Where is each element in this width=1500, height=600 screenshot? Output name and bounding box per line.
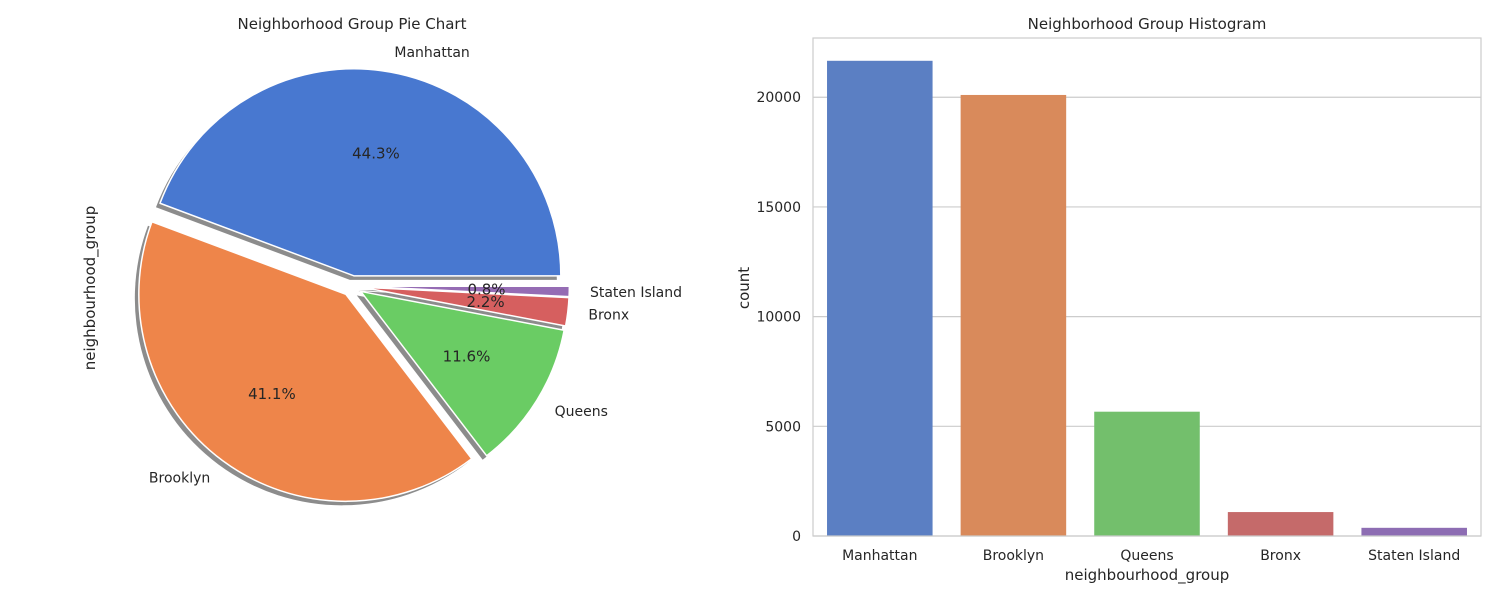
x-tick-label-brooklyn: Brooklyn bbox=[983, 548, 1044, 564]
pie-chart-title: Neighborhood Group Pie Chart bbox=[238, 15, 467, 33]
bar-chart-frame bbox=[812, 37, 1482, 537]
y-tick-label-15000: 15000 bbox=[756, 200, 801, 216]
y-tick-label-10000: 10000 bbox=[756, 310, 801, 326]
x-tick-label-manhattan: Manhattan bbox=[842, 548, 917, 564]
y-tick-label-5000: 5000 bbox=[765, 419, 801, 435]
pie-label-manhattan: Manhattan bbox=[394, 45, 469, 61]
pie-label-staten-island: Staten Island bbox=[590, 285, 682, 301]
pie-label-queens: Queens bbox=[555, 404, 608, 420]
bar-chart-panel: Neighborhood Group Histogram 0 5000 10000 1… bbox=[735, 15, 1482, 585]
bar-manhattan bbox=[827, 60, 933, 537]
y-tick-label-20000: 20000 bbox=[756, 90, 801, 106]
bar-chart-xlabel: neighbourhood_group bbox=[1065, 566, 1230, 585]
bar-chart-bars bbox=[827, 60, 1467, 537]
pie-slice-queens bbox=[360, 290, 565, 457]
pie-pct-brooklyn: 41.1% bbox=[248, 385, 296, 403]
pie-slice-brooklyn bbox=[138, 221, 473, 503]
pie-labels: Manhattan 44.3% Brooklyn 41.1% Queens 11.6% Br… bbox=[149, 45, 682, 487]
bar-chart-xticks: Manhattan Brooklyn Queens Bronx Staten Islan… bbox=[842, 548, 1460, 564]
bar-chart-yticks: 0 5000 10000 15000 20000 bbox=[756, 90, 801, 545]
bar-queens bbox=[1094, 411, 1200, 536]
pie-slice-staten-island bbox=[361, 285, 571, 298]
x-tick-label-bronx: Bronx bbox=[1260, 548, 1301, 564]
pie-slices bbox=[138, 68, 571, 503]
bar-staten-island bbox=[1361, 527, 1467, 536]
pie-chart-ylabel: neighbourhood_group bbox=[81, 206, 100, 371]
pie-pct-bronx: 2.2% bbox=[467, 293, 505, 311]
bar-brooklyn bbox=[960, 94, 1067, 536]
y-tick-label-0: 0 bbox=[792, 529, 801, 545]
pie-pct-manhattan: 44.3% bbox=[352, 145, 400, 163]
pie-label-brooklyn: Brooklyn bbox=[149, 470, 210, 486]
x-tick-label-staten-island: Staten Island bbox=[1368, 548, 1460, 564]
bar-chart-ylabel: count bbox=[735, 267, 753, 309]
pie-chart-panel: Neighborhood Group Pie Chart neighbourho… bbox=[81, 15, 682, 506]
bar-chart-title: Neighborhood Group Histogram bbox=[1028, 15, 1267, 33]
pie-slice-manhattan bbox=[159, 68, 562, 277]
pie-label-bronx: Bronx bbox=[588, 307, 629, 323]
pie-pct-staten-island: 0.8% bbox=[467, 280, 505, 298]
bar-bronx bbox=[1227, 512, 1334, 536]
pie-pct-queens: 11.6% bbox=[443, 348, 491, 366]
x-tick-label-queens: Queens bbox=[1120, 548, 1173, 564]
pie-slice-bronx bbox=[361, 286, 570, 327]
